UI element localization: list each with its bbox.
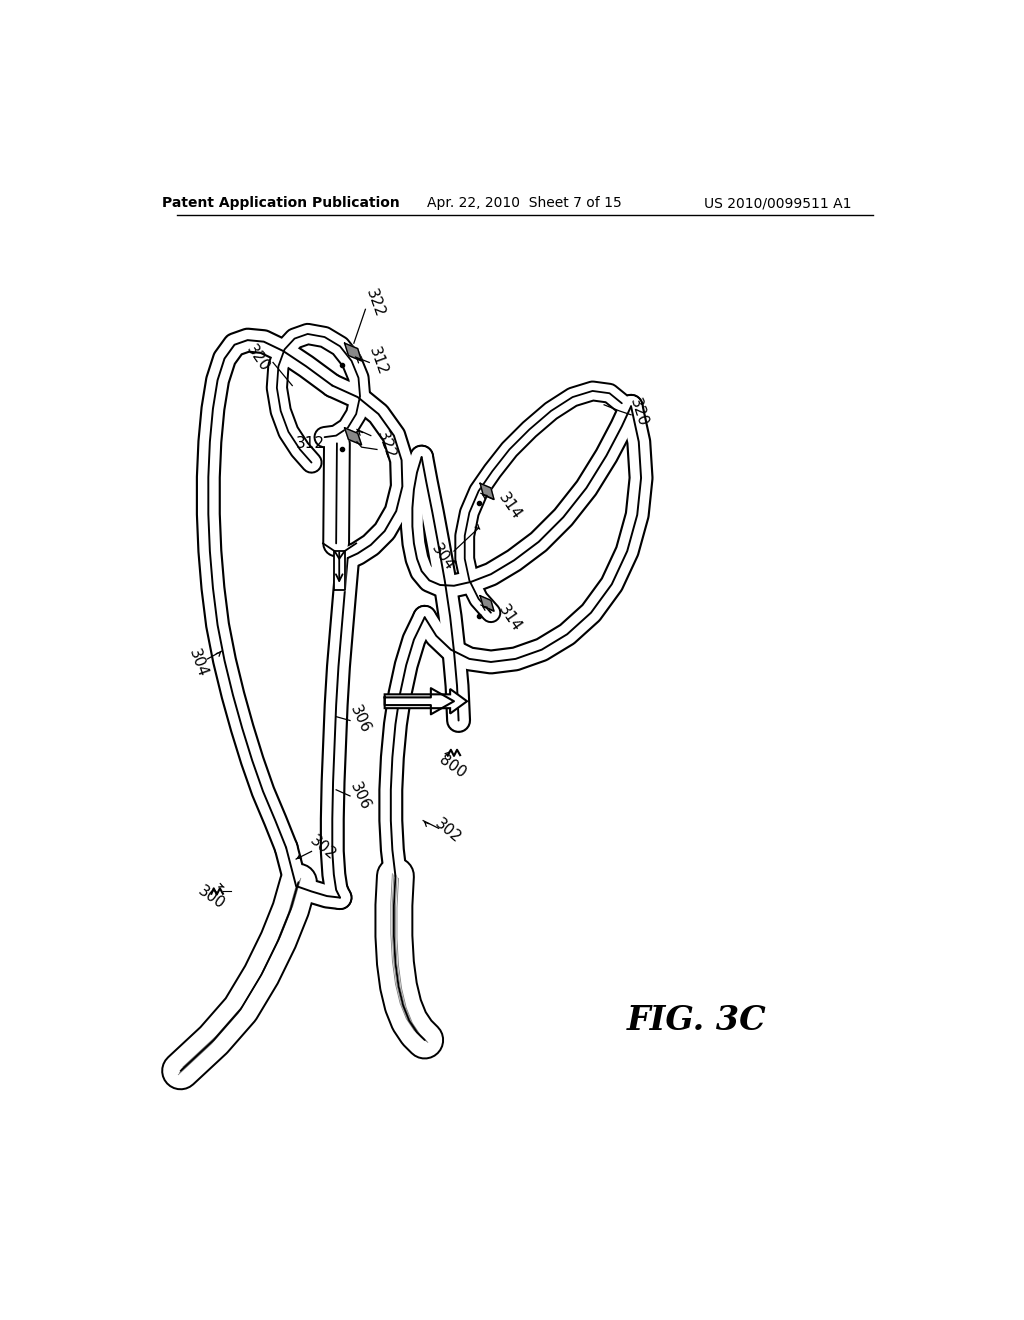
Text: 300: 300 [196, 883, 227, 912]
Polygon shape [334, 552, 345, 590]
Text: 312: 312 [367, 345, 390, 378]
Text: US 2010/0099511 A1: US 2010/0099511 A1 [703, 197, 851, 210]
Text: Apr. 22, 2010  Sheet 7 of 15: Apr. 22, 2010 Sheet 7 of 15 [427, 197, 623, 210]
Polygon shape [385, 688, 454, 714]
Polygon shape [345, 428, 361, 445]
Polygon shape [345, 343, 361, 360]
Text: 320: 320 [243, 342, 272, 375]
Text: 304: 304 [186, 647, 210, 678]
Text: 302: 302 [432, 816, 464, 846]
Text: 306: 306 [347, 780, 373, 812]
Text: Patent Application Publication: Patent Application Publication [162, 197, 399, 210]
Text: 312: 312 [296, 436, 325, 451]
Text: 800: 800 [436, 752, 469, 781]
FancyArrow shape [385, 689, 467, 714]
Text: 314: 314 [495, 490, 524, 523]
Text: 304: 304 [428, 541, 457, 573]
Text: 322: 322 [374, 429, 398, 461]
Polygon shape [480, 595, 494, 611]
Text: 322: 322 [364, 286, 387, 319]
Text: 320: 320 [627, 396, 650, 429]
Text: 302: 302 [307, 833, 339, 862]
Polygon shape [480, 483, 494, 499]
Text: 314: 314 [495, 602, 524, 635]
Text: FIG. 3C: FIG. 3C [627, 1005, 766, 1038]
Text: 306: 306 [347, 702, 373, 735]
